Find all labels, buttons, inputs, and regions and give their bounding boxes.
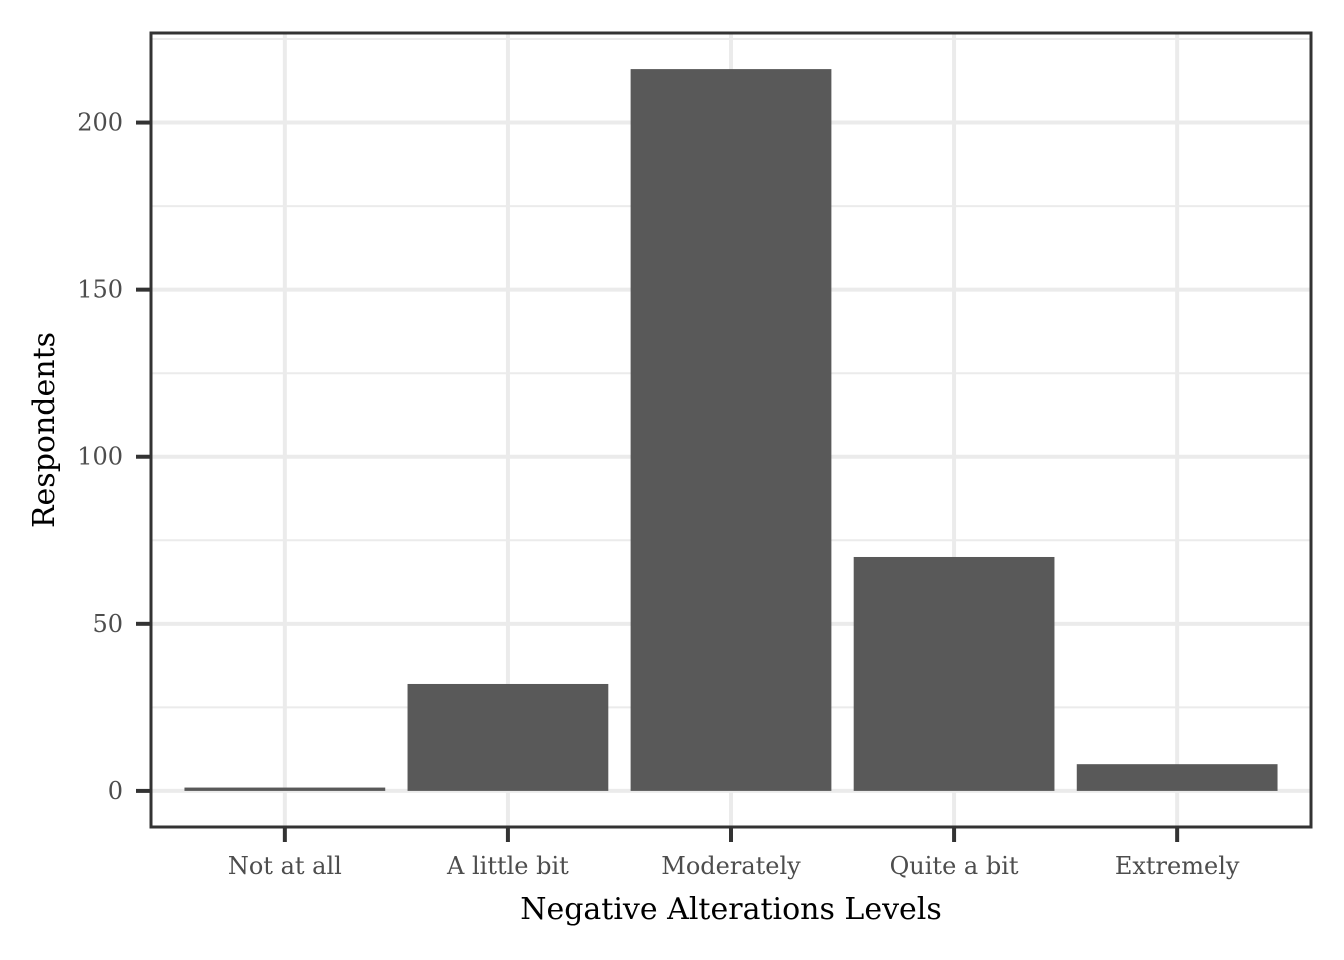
x-tick-label: A little bit xyxy=(446,852,569,880)
x-axis-title: Negative Alterations Levels xyxy=(520,892,942,927)
y-tick-label: 200 xyxy=(77,109,123,137)
x-tick-label: Extremely xyxy=(1115,852,1240,880)
x-tick-label: Not at all xyxy=(228,852,342,880)
bar-a-little-bit xyxy=(407,683,609,791)
x-tick-label: Moderately xyxy=(661,852,801,880)
y-tick-label: 50 xyxy=(92,610,123,638)
bar-extremely xyxy=(1076,764,1278,791)
bar-not-at-all xyxy=(184,787,386,791)
bars xyxy=(184,69,1278,791)
x-axis: Not at all A little bit Moderately Quite a … xyxy=(228,827,1240,880)
y-tick-label: 0 xyxy=(108,777,123,805)
y-tick-label: 100 xyxy=(77,443,123,471)
x-tick-label: Quite a bit xyxy=(890,852,1019,880)
bar-moderately xyxy=(630,69,832,791)
y-tick-label: 150 xyxy=(77,276,123,304)
y-axis-title: Respondents xyxy=(27,332,62,528)
bar-quite-a-bit xyxy=(853,556,1055,791)
y-axis: 0 50 100 150 200 xyxy=(77,109,151,805)
